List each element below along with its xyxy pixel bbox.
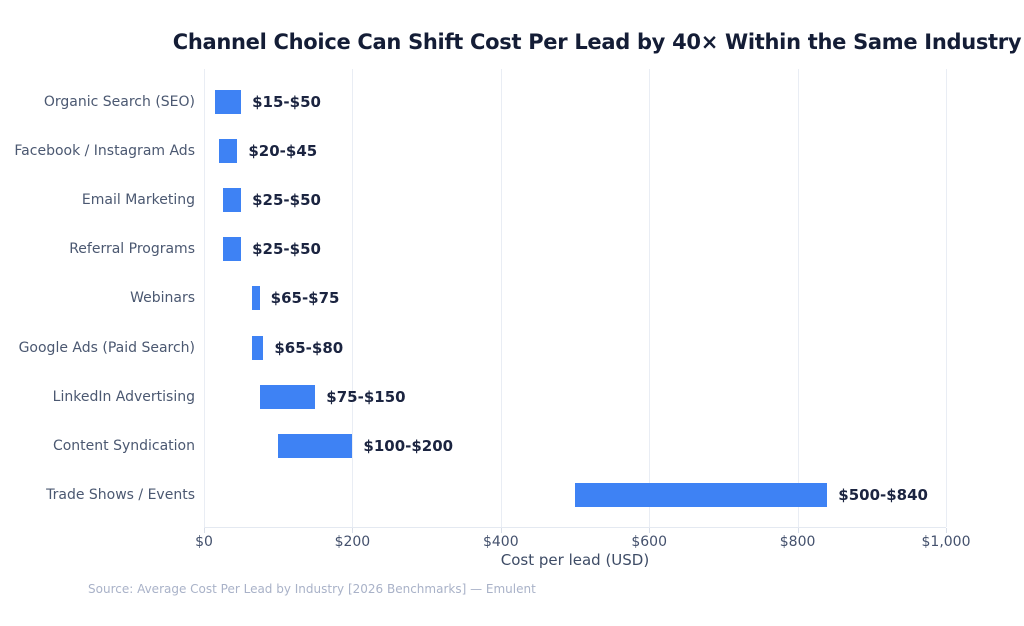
gridline	[946, 69, 947, 527]
bar-track: $500-$840	[204, 471, 946, 520]
x-tick-mark	[500, 528, 502, 533]
gridline	[797, 69, 799, 527]
x-tick-mark	[352, 528, 354, 533]
category-label: Webinars	[130, 290, 195, 307]
value-label: $15-$50	[252, 92, 321, 111]
x-axis-title: Cost per lead (USD)	[500, 551, 650, 569]
value-label: $75-$150	[326, 387, 406, 406]
bar-track: $65-$75	[204, 274, 946, 323]
chart-row: Facebook / Instagram Ads $20-$45	[0, 126, 946, 175]
range-bar	[222, 187, 242, 212]
chart-row: Webinars $65-$75	[0, 274, 946, 323]
value-label: $25-$50	[252, 190, 321, 209]
range-bar	[218, 138, 238, 163]
source-note: Source: Average Cost Per Lead by Industr…	[88, 582, 536, 596]
x-tick-mark	[797, 528, 799, 533]
category-label: Email Marketing	[81, 191, 195, 208]
gridline	[204, 69, 205, 527]
value-label: $65-$75	[270, 289, 340, 308]
x-tick-label: $600	[631, 534, 668, 550]
chart-title: Channel Choice Can Shift Cost Per Lead b…	[172, 30, 1022, 54]
chart-row: Google Ads (Paid Search) $65-$80	[0, 323, 946, 372]
chart-row: Email Marketing $25-$50	[0, 175, 946, 224]
category-label: Trade Shows / Events	[46, 487, 195, 504]
chart-row: Trade Shows / Events $500-$840	[0, 471, 946, 520]
range-bar	[278, 433, 353, 458]
value-label: $20-$45	[248, 141, 318, 160]
chart-row: LinkedIn Advertising $75-$150	[0, 372, 946, 421]
chart-row: Referral Programs $25-$50	[0, 225, 946, 274]
bar-track: $20-$45	[204, 126, 946, 175]
x-tick-mark	[946, 528, 947, 533]
x-tick-mark	[649, 528, 651, 533]
category-label: Organic Search (SEO)	[43, 93, 195, 110]
bar-track: $100-$200	[204, 421, 946, 470]
value-label: $100-$200	[363, 436, 454, 455]
gridline	[649, 69, 651, 527]
category-label: Referral Programs	[69, 241, 195, 258]
gridline	[352, 69, 354, 527]
x-tick-label: $800	[779, 534, 816, 550]
range-bar	[252, 286, 260, 311]
category-label: Google Ads (Paid Search)	[18, 339, 195, 356]
range-bar	[252, 335, 264, 360]
range-bar	[259, 384, 316, 409]
plot-area	[204, 69, 947, 533]
chart-rows: Organic Search (SEO) $15-$50 Facebook / In…	[0, 69, 946, 528]
category-label: Facebook / Instagram Ads	[14, 142, 195, 159]
category-label: LinkedIn Advertising	[52, 388, 195, 405]
value-label: $25-$50	[252, 240, 321, 259]
x-tick-label: $0	[195, 534, 213, 550]
category-label: Content Syndication	[52, 437, 195, 454]
bar-track: $15-$50	[204, 77, 946, 126]
bar-track: $25-$50	[204, 175, 946, 224]
chart-row: Content Syndication $100-$200	[0, 421, 946, 470]
value-label: $500-$840	[838, 486, 928, 505]
x-tick-label: $1,000	[921, 534, 971, 550]
range-bar	[215, 89, 242, 114]
x-tick-mark	[204, 528, 205, 533]
gridline	[500, 69, 502, 527]
bar-track: $65-$80	[204, 323, 946, 372]
value-label: $65-$80	[274, 338, 344, 357]
chart-row: Organic Search (SEO) $15-$50	[0, 77, 946, 126]
bar-track: $75-$150	[204, 372, 946, 421]
x-tick-label: $400	[482, 534, 519, 550]
x-axis: $0 $200 $400 $600 $800 $1,000	[195, 534, 970, 552]
bar-track: $25-$50	[204, 225, 946, 274]
range-bar	[575, 483, 828, 508]
range-bar	[222, 237, 242, 262]
x-tick-label: $200	[334, 534, 371, 550]
